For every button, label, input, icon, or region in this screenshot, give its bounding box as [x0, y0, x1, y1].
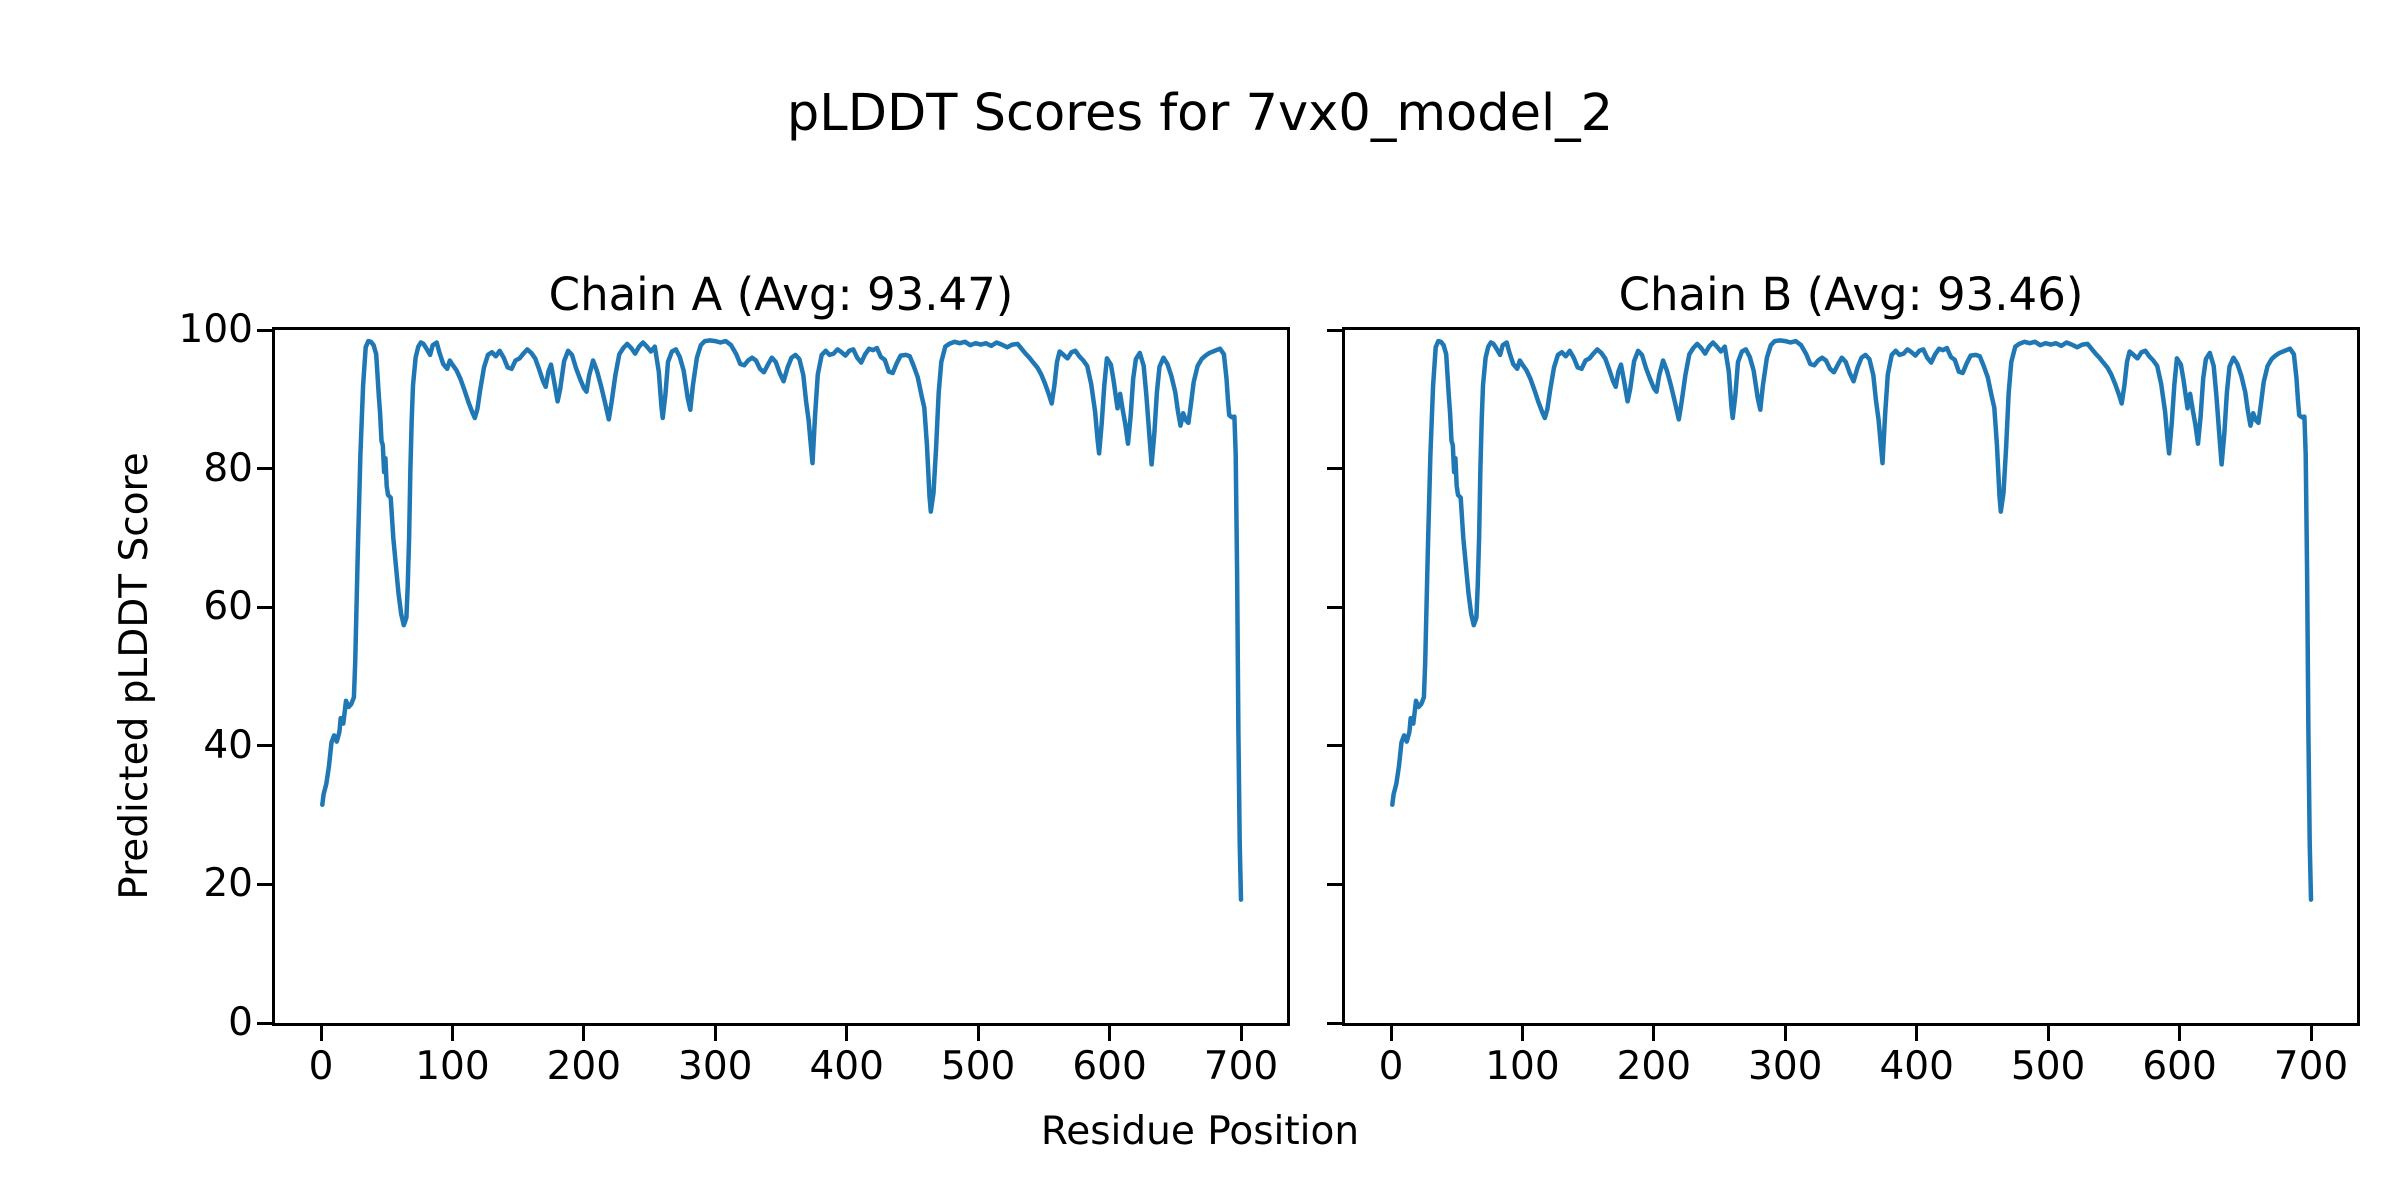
x-tick-label: 400 [809, 1044, 884, 1089]
plot-canvas-chain-a [320, 338, 1244, 902]
subplot-chain-b [1342, 327, 2360, 1026]
y-tick-label: 40 [203, 722, 253, 768]
y-axis-label: Predicted pLDDT Score [112, 452, 157, 900]
y-tick-label: 20 [203, 861, 253, 907]
x-tick-mark [1915, 1026, 1919, 1041]
y-tick-mark [1327, 467, 1342, 471]
y-tick-label: 80 [203, 445, 253, 491]
y-tick-label: 0 [228, 1000, 253, 1045]
x-tick-mark [1108, 1026, 1112, 1041]
x-tick-label: 600 [1072, 1044, 1147, 1089]
y-tick-mark [257, 605, 272, 609]
subplot-chain-a [272, 327, 1290, 1026]
x-tick-mark [976, 1026, 980, 1041]
y-tick-mark [1327, 328, 1342, 332]
x-tick-label: 100 [415, 1044, 490, 1089]
plot-canvas-chain-b [1390, 338, 2314, 902]
x-tick-label: 700 [2273, 1044, 2349, 1089]
y-tick-mark [1327, 1021, 1342, 1025]
y-tick-mark [1327, 882, 1342, 886]
y-tick-mark [257, 467, 272, 471]
y-tick-mark [257, 882, 272, 886]
x-tick-label: 700 [1203, 1044, 1279, 1089]
x-tick-mark [450, 1026, 454, 1041]
x-tick-label: 200 [546, 1044, 622, 1089]
x-tick-mark [1239, 1026, 1243, 1041]
y-tick-mark [257, 1021, 272, 1025]
x-tick-mark [2046, 1026, 2050, 1041]
plddt-line-chain-b [1390, 338, 2314, 902]
x-axis-label: Residue Position [1040, 1109, 1360, 1154]
y-tick-mark [257, 744, 272, 748]
x-tick-mark [1652, 1026, 1656, 1041]
x-tick-label: 500 [2010, 1044, 2086, 1089]
x-tick-label: 100 [1485, 1044, 1560, 1089]
x-tick-mark [1520, 1026, 1524, 1041]
x-tick-mark [1783, 1026, 1787, 1041]
y-tick-mark [1327, 605, 1342, 609]
figure-title: pLDDT Scores for 7vx0_model_2 [786, 84, 1614, 143]
y-tick-mark [257, 328, 272, 332]
x-tick-mark [713, 1026, 717, 1041]
y-tick-label: 100 [178, 307, 253, 352]
x-tick-label: 600 [2142, 1044, 2217, 1089]
x-tick-label: 500 [940, 1044, 1016, 1089]
plddt-line-chain-a [320, 338, 1244, 902]
y-tick-mark [1327, 744, 1342, 748]
x-tick-mark [582, 1026, 586, 1041]
x-tick-label: 400 [1879, 1044, 1954, 1089]
x-tick-label: 200 [1616, 1044, 1692, 1089]
x-tick-label: 300 [1748, 1044, 1823, 1089]
x-tick-mark [845, 1026, 849, 1041]
x-tick-mark [2309, 1026, 2313, 1041]
subplot-title-chain-b: Chain B (Avg: 93.46) [1618, 268, 2084, 321]
x-tick-mark [319, 1026, 323, 1041]
x-tick-label: 300 [678, 1044, 753, 1089]
x-tick-mark [2178, 1026, 2182, 1041]
x-tick-mark [1389, 1026, 1393, 1041]
subplot-title-chain-a: Chain A (Avg: 93.47) [548, 268, 1014, 321]
x-tick-label: 0 [308, 1044, 334, 1089]
y-tick-label: 60 [203, 584, 253, 630]
x-tick-label: 0 [1378, 1044, 1404, 1089]
